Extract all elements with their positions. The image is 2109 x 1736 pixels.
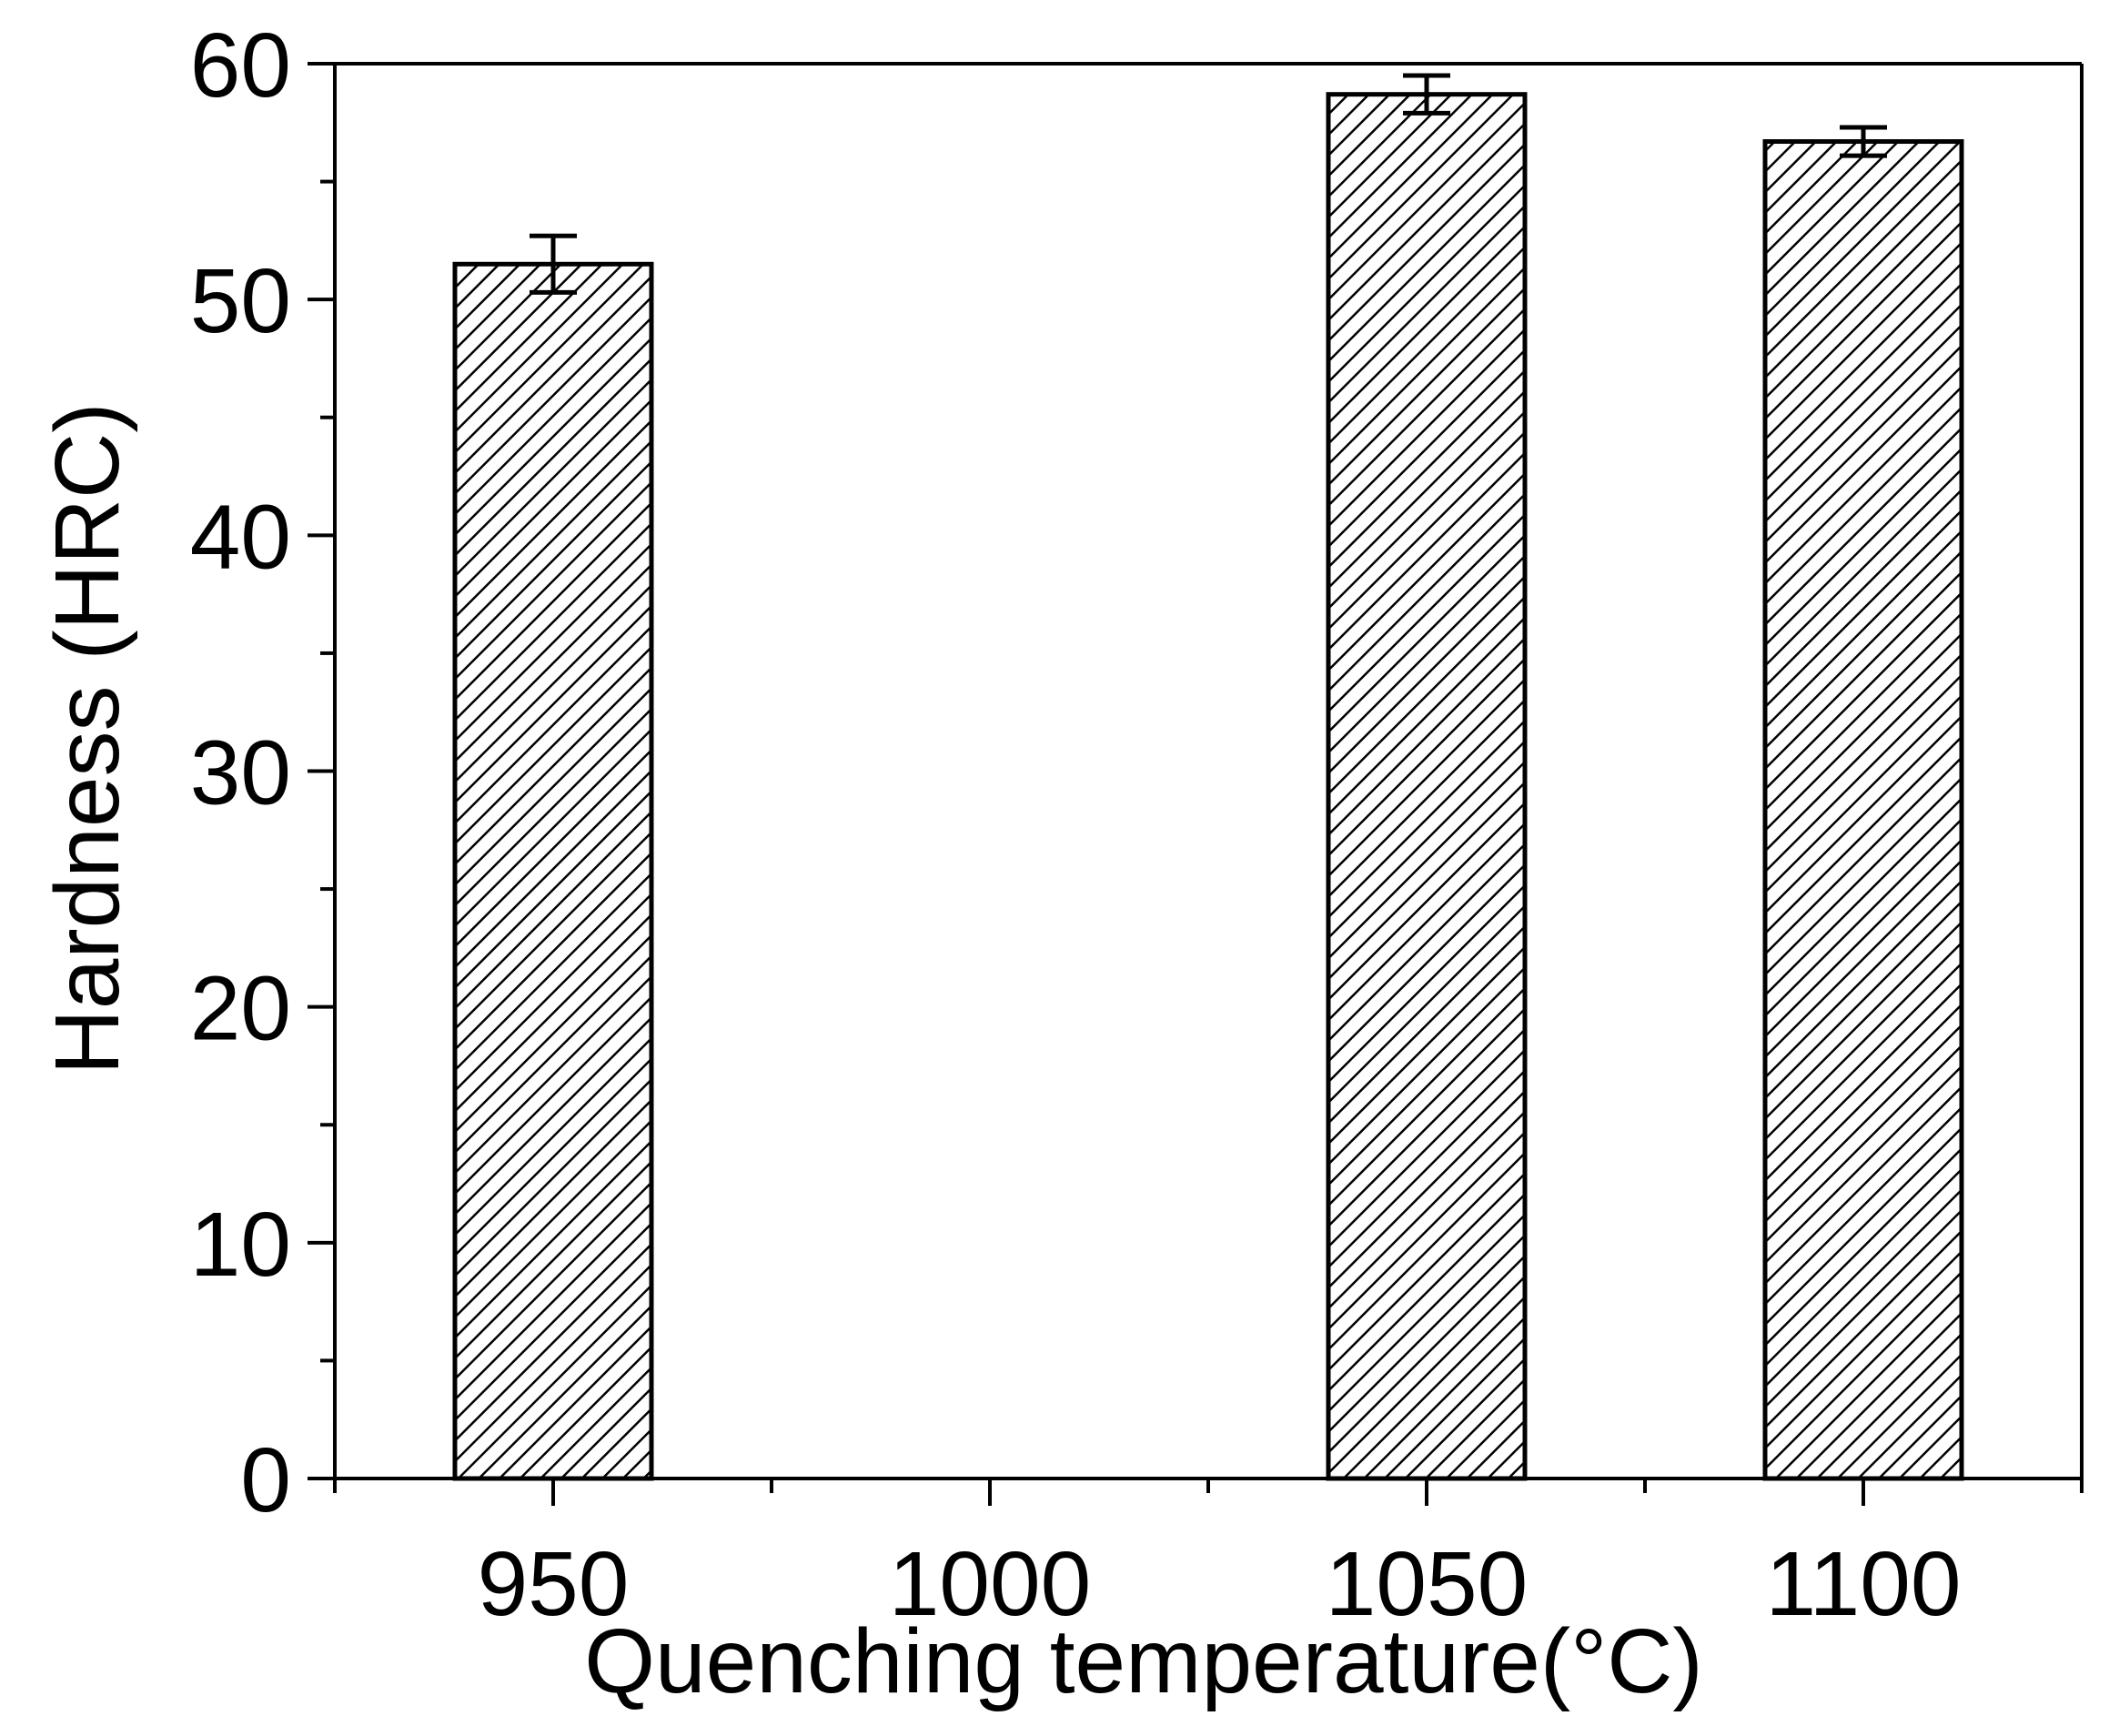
bar-1 <box>1326 92 1528 1481</box>
y-tick-label-3: 30 <box>190 722 291 824</box>
y-tick-label-2: 20 <box>190 958 291 1060</box>
bar-0 <box>452 261 654 1481</box>
y-tick-label-6: 60 <box>190 15 291 116</box>
y-axis-label: Hardness (HRC) <box>36 402 138 1075</box>
y-tick-label-4: 40 <box>190 486 291 588</box>
y-tick-label-0: 0 <box>240 1429 291 1531</box>
x-axis-label: Quenching temperature(°C) <box>584 1610 1702 1712</box>
x-tick-label-1: 1000 <box>889 1533 1091 1635</box>
y-tick-label-5: 50 <box>190 250 291 352</box>
bar-2 <box>1762 139 1964 1481</box>
y-tick-label-1: 10 <box>190 1194 291 1296</box>
x-tick-label-3: 1100 <box>1765 1533 1961 1635</box>
x-tick-label-2: 1050 <box>1326 1533 1528 1635</box>
x-tick-label-0: 950 <box>478 1533 630 1635</box>
